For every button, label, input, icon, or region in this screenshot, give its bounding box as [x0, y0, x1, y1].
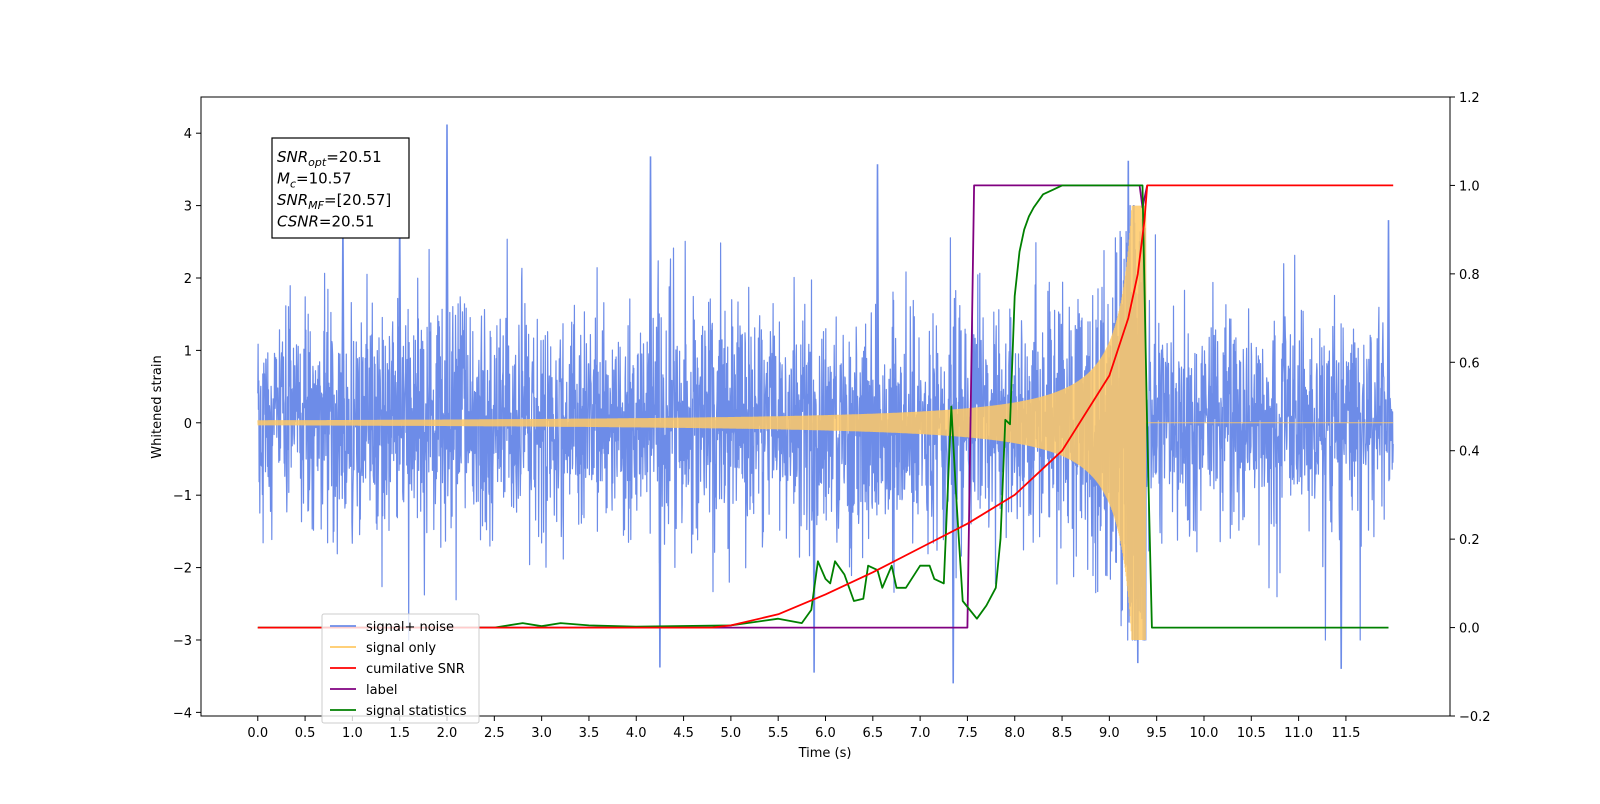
x-tick-label: 8.5 [1052, 726, 1073, 741]
y-left-tick-label: 3 [184, 200, 192, 215]
signal-noise-peak-11 [341, 220, 345, 423]
x-tick-label: 6.5 [862, 726, 883, 741]
x-axis-label: Time (s) [798, 746, 852, 761]
signal-noise-peak-0 [445, 124, 449, 423]
legend-box [321, 613, 480, 724]
legend-label: signal+ noise [366, 620, 454, 635]
y-left-tick-label: −4 [173, 706, 192, 721]
info-line: Mc=10.57 [277, 170, 352, 191]
y-right-tick-label: 1.2 [1459, 91, 1480, 106]
series-signal-only [257, 205, 1394, 641]
info-value: =[20.57] [324, 191, 391, 209]
y-right-tick-label: 0.2 [1459, 533, 1480, 548]
x-tick-label: 4.0 [626, 726, 647, 741]
info-line: CSNR=20.51 [277, 213, 374, 231]
info-line: SNRopt=20.51 [277, 148, 382, 169]
legend-label: label [366, 683, 397, 698]
x-tick-label: 10.5 [1237, 726, 1266, 741]
y-right-tick-label: −0.2 [1459, 710, 1491, 725]
x-tick-label: 6.0 [815, 726, 836, 741]
info-line: SNRMF=[20.57] [277, 191, 391, 212]
series-signal-statistics [257, 184, 1389, 629]
x-tick-label: 3.5 [579, 726, 600, 741]
x-tick-label: 3.0 [531, 726, 552, 741]
x-tick-label: 9.5 [1146, 726, 1167, 741]
y-right-tick-label: 0.8 [1459, 268, 1480, 283]
signal-noise-peak-2 [875, 164, 880, 423]
x-tick-label: 4.5 [673, 726, 694, 741]
x-tick-label: 0.5 [295, 726, 316, 741]
y-right-tick-label: 0.0 [1459, 622, 1480, 637]
info-value: =10.57 [296, 170, 352, 188]
signal-noise-peak-8 [1339, 422, 1343, 669]
info-symbol: SNR [277, 191, 308, 209]
x-tick-label: 7.0 [910, 726, 931, 741]
info-subscript: MF [308, 199, 324, 212]
signal-noise-peak-7 [658, 422, 662, 668]
signal-noise-peak-6 [812, 422, 816, 673]
y-left-tick-label: 1 [184, 344, 192, 359]
y-left-tick-label: −3 [173, 634, 192, 649]
signal-noise-peak-4 [1386, 220, 1391, 423]
x-tick-label: 10.0 [1190, 726, 1219, 741]
y-right-tick-label: 0.6 [1459, 356, 1480, 371]
x-tick-label: 5.0 [721, 726, 742, 741]
y-axis-label-left: Whitened strain [150, 355, 165, 458]
info-symbol: M [277, 170, 290, 188]
x-tick-label: 0.0 [247, 726, 268, 741]
x-tick-label: 2.5 [484, 726, 505, 741]
y-right-tick-label: 0.4 [1459, 445, 1480, 460]
info-subscript: opt [308, 156, 327, 169]
x-tick-label: 5.5 [768, 726, 789, 741]
info-subscript: c [290, 178, 296, 191]
y-left-tick-label: −2 [173, 562, 192, 577]
y-left-tick-label: 4 [184, 127, 192, 142]
legend-label: cumilative SNR [366, 662, 465, 677]
legend-label: signal statistics [366, 704, 467, 719]
info-value: =20.51 [319, 213, 375, 231]
y-left-tick-label: 2 [184, 272, 192, 287]
info-symbol: SNR [277, 148, 308, 166]
signal-noise-peak-1 [648, 156, 653, 423]
x-tick-label: 8.0 [1004, 726, 1025, 741]
x-tick-label: 2.0 [437, 726, 458, 741]
x-tick-label: 11.5 [1331, 726, 1360, 741]
y-left-tick-label: −1 [173, 489, 192, 504]
signal-noise-peak-5 [951, 422, 955, 684]
x-tick-label: 1.0 [342, 726, 363, 741]
info-box [271, 137, 410, 239]
info-value: =20.51 [326, 148, 382, 166]
y-right-tick-label: 1.0 [1459, 179, 1480, 194]
legend-label: signal only [366, 641, 436, 656]
x-tick-label: 11.0 [1284, 726, 1313, 741]
info-symbol: CSNR [277, 213, 319, 231]
series-cumulative-snr [257, 184, 1394, 629]
x-tick-label: 7.5 [957, 726, 978, 741]
y-left-tick-label: 0 [184, 417, 192, 432]
x-tick-label: 9.0 [1099, 726, 1120, 741]
x-tick-label: 1.5 [389, 726, 410, 741]
